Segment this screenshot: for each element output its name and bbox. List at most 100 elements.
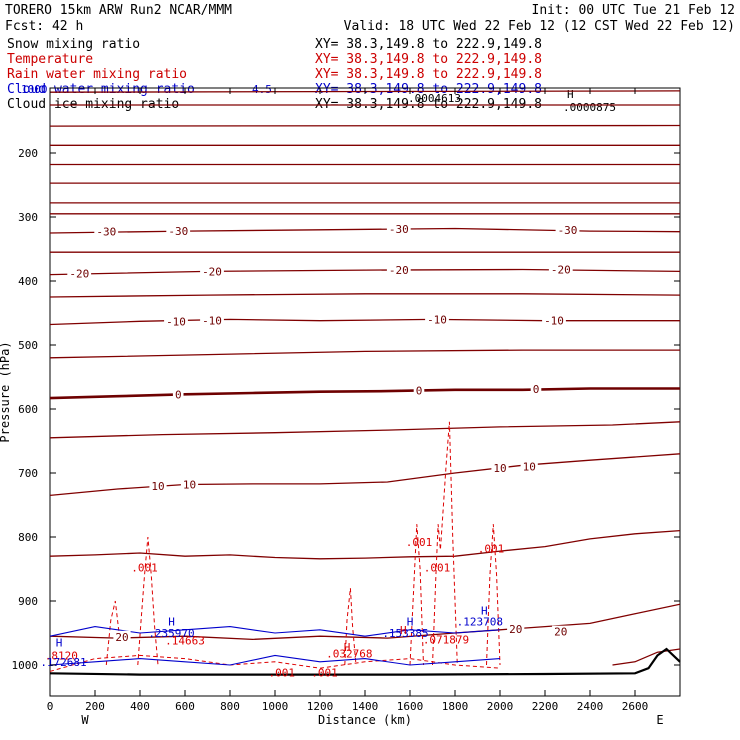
max-marker: H [168,616,175,629]
rain-water-label: .8120 [45,649,78,662]
y-tick-label: 800 [18,531,38,544]
x-tick-label: 1800 [442,700,469,713]
isotherm-label-bg [200,314,224,327]
overlay-label-4-5: 4.5 [252,83,272,96]
isotherm-label-bg [166,225,191,238]
isotherm-label: 20 [509,623,522,636]
isotherm-label: -10 [544,315,564,328]
legend-xy-snow: XY= 38.3,149.8 to 222.9,149.8 [315,37,542,52]
y-tick-label: 200 [18,147,38,160]
rain-water-label: .001 [269,667,296,680]
rain-water-contour [486,524,501,666]
isotherm-label-bg [542,314,566,327]
isotherm-label: 20 [115,631,128,644]
isotherm-label: -10 [202,315,222,328]
rain-water-label: .001 [131,562,158,575]
legend-field-rain: Rain water mixing ratio [7,67,187,82]
x-tick-label: 2600 [622,700,649,713]
max-marker: H [407,616,414,629]
x-axis-label: Distance (km) [318,713,412,727]
isotherm-label: 0 [175,388,182,401]
rain-water-label: .14663 [165,635,205,648]
isotherm-label: -30 [168,225,188,238]
x-tick-label: 0 [47,700,54,713]
rain-water-label: .032768 [326,648,372,661]
isotherm-label-bg [425,313,449,326]
legend-field-snow: Snow mixing ratio [7,37,140,52]
valid-time: Valid: 18 UTC Wed 22 Feb 12 (12 CST Wed … [344,19,735,34]
y-tick-label: 900 [18,595,38,608]
isotherm-label-bg [552,625,570,638]
y-tick-label: 1000 [12,659,39,672]
axes: 0 200 400 600 800 1000 1200 1400 1600 1800 2000 220… [12,88,680,713]
isotherm-label: 10 [183,479,196,492]
y-tick-label: 700 [18,467,38,480]
isotherm-label-bg [507,623,525,636]
rain-water-label: .001 [424,562,451,575]
terrain-line [49,647,681,676]
rain-water-label: .001 [311,667,338,680]
isotherm-label: 20 [554,626,567,639]
max-marker: H [400,624,407,637]
rain-water-label: .001 [478,543,505,556]
model-title: TORERO 15km ARW Run2 NCAR/MMM [5,3,232,18]
max-marker: H [344,641,351,654]
isotherm-label: -10 [166,315,186,328]
isotherm-label: -30 [558,224,578,237]
rain-water-contours [50,421,501,672]
rain-water-contour [50,654,501,672]
isotherm-line [50,349,680,359]
isotherm-label-bg [386,223,411,236]
y-tick-label: 400 [18,275,38,288]
isotherm-label-bg [94,225,119,238]
cloud-water-label: .153385 [382,627,428,640]
isotherm-line [50,293,680,298]
isotherm-line [50,529,680,560]
isotherm-label-bg [491,461,509,474]
isotherm-label-bg [548,263,573,276]
isotherm-label-bg [172,388,184,401]
x-tick-label: 800 [220,700,240,713]
cloud-water-label: .235970 [148,627,194,640]
isotherm-label-bg [67,267,92,280]
cloud-water-label: .123708 [457,616,503,629]
x-tick-label: 1200 [307,700,334,713]
legend-field-temperature: Temperature [7,52,93,67]
legend-xy-rain: XY= 38.3,149.8 to 222.9,149.8 [315,67,542,82]
isotherm-label-bg [113,630,131,643]
cloud-water-label: .172681 [40,656,86,669]
max-marker: H [481,605,488,618]
rain-water-contour [344,588,357,666]
isotherm-label-bg [180,478,199,491]
isotherm-label: -20 [551,264,571,277]
legend-xy-cloud-water: XY= 38.3,149.8 to 222.9,149.8 [315,82,542,97]
isotherm-line [50,421,680,439]
y-axis-label: Pressure (hPa) [0,341,12,442]
isotherm-label-bg [520,460,538,473]
init-time: Init: 00 UTC Tue 21 Feb 12 [532,3,736,18]
x-tick-label: 1600 [397,700,424,713]
isotherm-label-bg [413,384,425,397]
isotherm-label: 10 [151,480,164,493]
legend-field-cloud-water: Cloud water mixing ratio [7,82,195,97]
isotherm-label: -20 [202,265,222,278]
isotherm-label-bg [164,315,188,328]
rain-water-contour [409,524,424,666]
x-tick-label: 200 [85,700,105,713]
isotherm-label: 0 [533,383,540,396]
isotherm-label: -30 [96,226,116,239]
isotherm-label: 10 [523,461,536,474]
rain-water-label: .071879 [423,633,469,646]
x-tick-label: 1000 [262,700,289,713]
rain-water-contour [432,421,458,666]
isotherm-label-bg [555,223,580,236]
y-tick-label: 500 [18,339,38,352]
overlay-label-1000: 1000 [21,83,48,96]
x-tick-label: 2000 [487,700,514,713]
x-axis-west-label: W [81,713,89,727]
y-tick-label: 600 [18,403,38,416]
x-tick-label: 400 [130,700,150,713]
cloud-water-contour [50,654,501,666]
